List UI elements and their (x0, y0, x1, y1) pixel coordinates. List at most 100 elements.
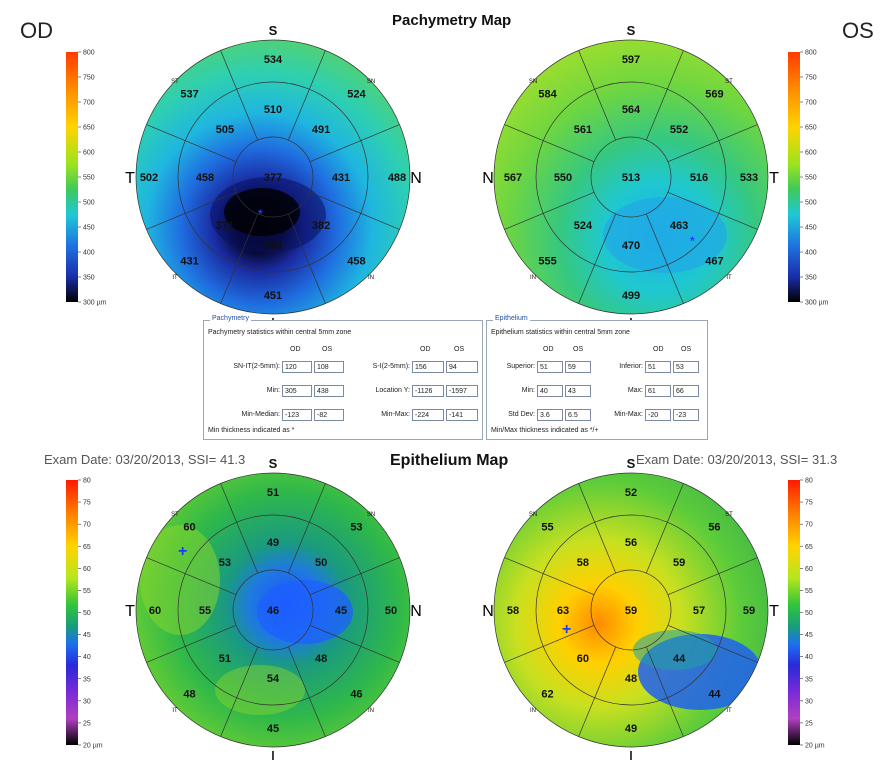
stat-label: Std Dev: (508, 411, 535, 418)
colorbar-tick-label: 75 (805, 500, 813, 507)
colorbar-tick-label: 60 (83, 566, 91, 573)
epithelium-note: Min/Max thickness indicated as */+ (491, 427, 599, 434)
sector-value: 46 (267, 605, 279, 617)
stat-label: Inferior: (619, 363, 643, 370)
stat-value: -123 (282, 409, 312, 421)
stat-label: Min-Max: (381, 411, 410, 418)
colorbar-tick-label: 600 (805, 150, 817, 157)
epi-colorbar-od: 80 75 70 65 60 55 50 45 40 35 30 25 20 µm (66, 478, 103, 750)
sector-value: 584 (538, 89, 557, 101)
sector-value: 60 (577, 653, 589, 665)
colorbar-tick-label: 750 (805, 75, 817, 82)
max-marker-epi-os: + (562, 621, 571, 638)
sector-value: 51 (267, 487, 279, 499)
col-od: OD (290, 346, 301, 353)
orientation-superior: S (269, 23, 278, 38)
sector-value: 48 (315, 653, 327, 665)
colorbar-tick-label: 35 (83, 676, 91, 683)
colorbar-tick-label: 650 (805, 125, 817, 132)
colorbar-tick-label: 350 (805, 275, 817, 282)
stat-value: 3.6 (537, 409, 563, 421)
colorbar-tick-label: 30 (83, 698, 91, 705)
colorbar-tick-label: 45 (83, 632, 91, 639)
pachymetry-map-title: Pachymetry Map (392, 12, 512, 29)
sector-value: 431 (332, 172, 350, 184)
pachymetry-map-od (135, 39, 411, 315)
sector-value: 45 (335, 605, 347, 617)
start: T (769, 603, 779, 620)
orientation-sub-label: SN (367, 512, 375, 518)
epithelium-stats-panel: Epithelium Epithelium statistics within … (486, 315, 708, 440)
colorbar-tick-label: 500 (83, 200, 95, 207)
sector-value: 54 (267, 673, 280, 685)
colorbar-tick-label: 55 (83, 588, 91, 595)
sector-value: 561 (574, 124, 592, 136)
sector-value: 597 (622, 54, 640, 66)
colorbar-tick-label: 70 (83, 522, 91, 529)
epi-colorbar-os: 80 75 70 65 60 55 50 45 40 35 30 25 20 µm (788, 478, 825, 750)
orientation-sub-label: IT (726, 275, 732, 281)
stat-value: 53 (673, 361, 699, 373)
sector-value: 58 (577, 557, 589, 569)
start: N (410, 170, 422, 187)
sector-value: 371 (216, 220, 234, 232)
colorbar-tick-label: 55 (805, 588, 813, 595)
sector-value: 48 (183, 688, 195, 700)
stat-label: Max: (627, 387, 643, 394)
sector-value: 467 (705, 255, 723, 267)
stat-value: 51 (537, 361, 563, 373)
colorbar-tick-label: 35 (805, 676, 813, 683)
orientation-superior: S (269, 456, 278, 471)
sector-value: 46 (350, 688, 362, 700)
colorbar-tick-label: 550 (805, 175, 817, 182)
col-os: OS (681, 346, 692, 353)
colorbar-tick-label: 50 (83, 610, 91, 617)
stat-value: 120 (282, 361, 312, 373)
undefined: I (271, 749, 275, 760)
orientation-sub-label: SN (367, 79, 375, 85)
sector-value: 56 (625, 537, 637, 549)
stat-value: 94 (446, 361, 478, 373)
colorbar-tick-label: 500 (805, 200, 817, 207)
sector-value: 62 (541, 688, 553, 700)
sector-value: 50 (315, 557, 327, 569)
pachy-colorbar-os: 800 750 700 650 600 550 500 450 400 350 300 µm (788, 50, 829, 307)
sector-value: 59 (625, 605, 637, 617)
stat-value: 59 (565, 361, 591, 373)
sector-value: 505 (216, 124, 234, 136)
sector-value: 354 (264, 240, 283, 252)
colorbar-tick-label: 80 (83, 478, 91, 485)
pachymetry-stats-title: Pachymetry (210, 315, 251, 322)
stat-value: 66 (673, 385, 699, 397)
col-od: OD (543, 346, 554, 353)
sector-value: 567 (504, 172, 522, 184)
col-od: OD (653, 346, 664, 353)
min-marker-pachy-os: * (690, 234, 695, 248)
orientation-sub-label: IN (530, 275, 536, 281)
orientation-sub-label: SN (529, 512, 537, 518)
orientation-sub-label: ST (171, 79, 179, 85)
sector-value: 53 (350, 522, 362, 534)
orientation-sub-label: IN (368, 275, 374, 281)
sector-value: 499 (622, 290, 640, 302)
sector-value: 48 (625, 673, 637, 685)
stat-value: 40 (537, 385, 563, 397)
orientation-sub-label: IN (530, 708, 536, 714)
stat-label: Min: (266, 387, 280, 394)
stat-label: S-I(2-5mm): (372, 363, 410, 370)
undefined: I (629, 749, 633, 760)
stat-label: Superior: (506, 363, 535, 370)
sector-value: 564 (622, 104, 641, 116)
orientation-sub-label: ST (725, 512, 733, 518)
colorbar-tick-label: 400 (805, 250, 817, 257)
orientation-sub-label: IN (368, 708, 374, 714)
stat-value: 51 (645, 361, 671, 373)
stat-label: Min-Median: (241, 411, 280, 418)
epithelium-map-title: Epithelium Map (390, 452, 509, 469)
epithelium-stats-desc: Epithelium statistics within central 5mm… (491, 329, 630, 336)
colorbar-tick-label: 50 (805, 610, 813, 617)
sector-value: 44 (673, 653, 686, 665)
colorbar-tick-label: 20 µm (805, 743, 825, 750)
pachy-colorbar-od: 800 750 700 650 600 550 500 450 400 350 300 µm (66, 50, 107, 307)
sector-value: 569 (705, 89, 723, 101)
